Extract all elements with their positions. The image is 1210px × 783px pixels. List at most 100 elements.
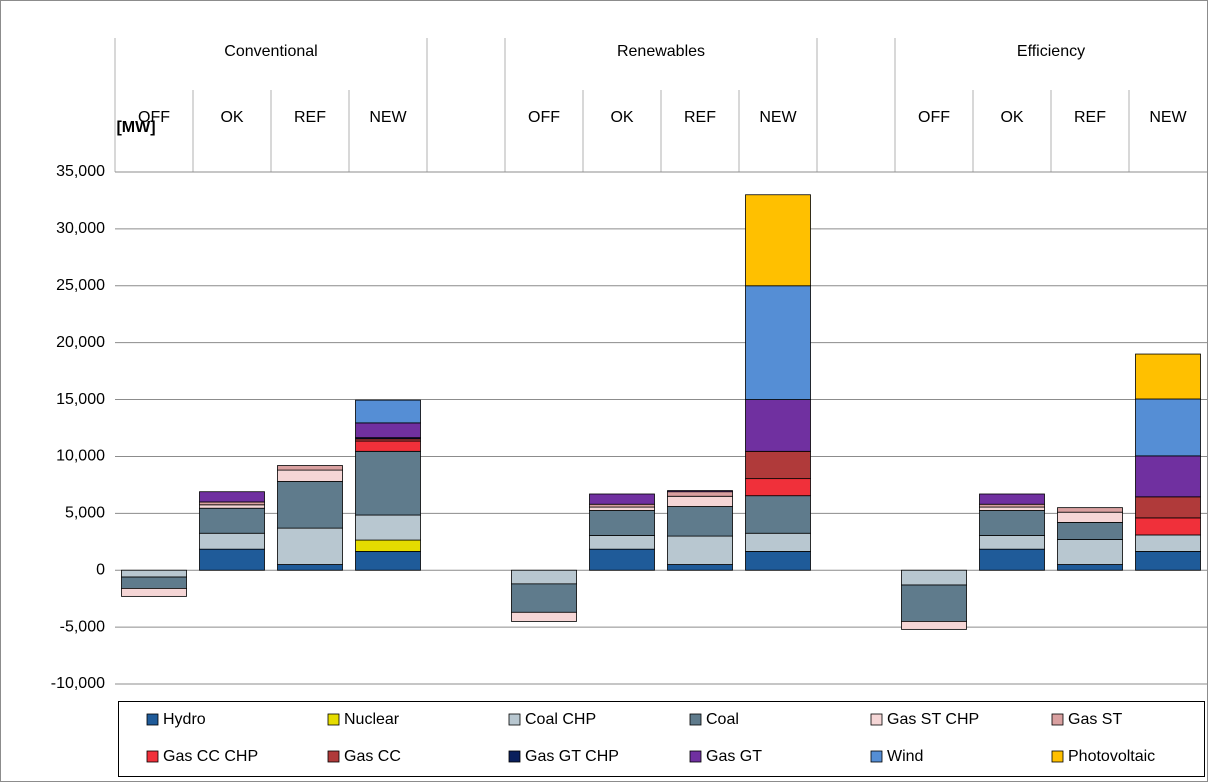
bar-segment [1057,507,1123,513]
group-label: Efficiency [1017,43,1085,60]
bar-segment [355,551,421,571]
legend-label: Gas GT CHP [525,748,619,765]
bar-segment [1057,564,1123,571]
bar-segment [199,548,265,571]
legend-swatch [689,750,702,763]
bar-segment [979,510,1045,536]
bar-segment [979,506,1045,511]
x-tick-label: NEW [369,109,407,126]
y-tick-label: 35,000 [56,163,105,180]
bar-segment [1135,353,1201,400]
legend-box [118,701,1205,777]
bar-segment [1135,534,1201,552]
bar-segment [667,495,733,507]
legend-label: Gas GT [706,748,762,765]
bar-segment [589,506,655,511]
bar-segment [1135,517,1201,536]
y-tick-label: 30,000 [56,220,105,237]
legend-label: Gas CC [344,748,401,765]
x-tick-label: NEW [1149,109,1187,126]
legend-swatch [327,713,340,726]
bar-segment [511,583,577,613]
bar-segment [745,551,811,571]
bar-segment [511,569,577,585]
bar-segment [745,450,811,480]
x-tick-label: OFF [138,109,170,126]
bar-segment [199,507,265,534]
bar-segment [667,490,733,493]
bar-segment [355,514,421,541]
bar-segment [199,504,265,509]
bar-segment [979,548,1045,571]
bar-segment [745,194,811,287]
bar-segment [589,510,655,536]
group-label: Renewables [617,43,705,60]
y-tick-label: 10,000 [56,448,105,465]
y-tick-label: 5,000 [65,505,105,522]
bar-segment [199,532,265,550]
bar-segment [589,493,655,505]
legend-swatch [327,750,340,763]
legend-label: Gas CC CHP [163,748,258,765]
bar-segment [1057,539,1123,565]
bar-segment [1057,522,1123,540]
x-tick-label: REF [1074,109,1106,126]
bar-segment [355,399,421,424]
group-label: Conventional [224,43,317,60]
legend-swatch [1051,750,1064,763]
legend-label: Coal [706,711,739,728]
bar-segment [979,493,1045,505]
x-tick-label: REF [294,109,326,126]
x-tick-label: OFF [918,109,950,126]
legend-swatch [146,750,159,763]
bar-segment [1057,511,1123,523]
y-tick-label: 25,000 [56,277,105,294]
y-tick-label: -5,000 [60,618,105,635]
bar-segment [667,491,733,497]
bar-segment [667,535,733,565]
bar-segment [355,539,421,552]
bar-segment [355,422,421,439]
bar-segment [1135,398,1201,457]
x-tick-label: OK [220,109,243,126]
legend-label: Gas ST CHP [887,711,979,728]
bar-segment [1135,551,1201,571]
bar-segment [745,285,811,400]
bar-segment [745,495,811,534]
bar-segment [901,569,967,586]
y-tick-label: 20,000 [56,334,105,351]
bar-segment [277,564,343,571]
legend-swatch [146,713,159,726]
legend-swatch [1051,713,1064,726]
legend-swatch [870,750,883,763]
x-tick-label: REF [684,109,716,126]
bar-segment [901,584,967,622]
y-tick-label: 0 [96,561,105,578]
bar-segment [355,450,421,516]
bar-segment [277,527,343,565]
bar-segment [745,399,811,452]
bar-segment [1135,455,1201,498]
bar-segment [589,548,655,571]
legend-swatch [508,750,521,763]
legend-swatch [689,713,702,726]
bar-segment [277,481,343,529]
legend-label: Coal CHP [525,711,596,728]
bar-segment [589,503,655,508]
bar-segment [1135,496,1201,519]
bar-segment [277,469,343,482]
y-axis-label: [MW] [116,119,155,136]
bar-segment [901,621,967,630]
x-tick-label: OK [1000,109,1023,126]
bar-segment [199,501,265,506]
x-tick-label: OFF [528,109,560,126]
bar-segment [745,478,811,497]
legend-swatch [508,713,521,726]
bar-segment [979,503,1045,508]
bar-segment [511,611,577,622]
bar-segment [355,440,421,452]
bar-segment [667,564,733,571]
y-tick-label: 15,000 [56,391,105,408]
